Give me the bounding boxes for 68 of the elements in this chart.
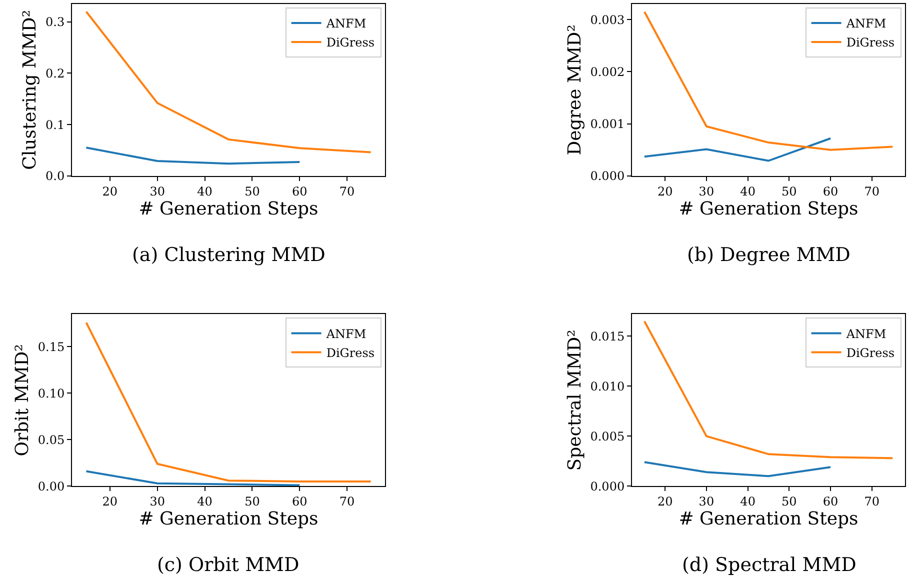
x-tick-label: 70 xyxy=(339,184,355,198)
x-tick-label: 30 xyxy=(150,184,165,198)
line-series xyxy=(643,461,832,478)
legend-label: DiGress xyxy=(846,36,895,50)
x-tick-label: 40 xyxy=(740,184,756,198)
text: (a) Clustering MMD xyxy=(132,244,326,266)
y-tick-label: 0.05 xyxy=(38,432,65,447)
x-tick-label: 70 xyxy=(864,494,880,509)
y-axis-title: Spectral MMD² xyxy=(564,330,586,471)
line-series xyxy=(85,146,301,165)
x-tick-label: 60 xyxy=(822,184,838,198)
y-tick-label: 0.010 xyxy=(590,379,625,394)
y-tick-label: 0.001 xyxy=(590,116,625,131)
y-tick-label: 0.000 xyxy=(590,479,625,494)
x-axis-title: # Generation Steps xyxy=(138,508,318,530)
x-tick-label: 20 xyxy=(657,494,673,509)
y-tick-label: 0.10 xyxy=(38,386,65,400)
legend-label: ANFM xyxy=(325,16,366,31)
legend-label: ANFM xyxy=(845,326,886,341)
text: (d) Spectral MMD xyxy=(682,554,856,576)
legend-label: ANFM xyxy=(325,326,366,341)
y-axis-title: Orbit MMD² xyxy=(12,344,34,456)
x-tick-label: 20 xyxy=(102,494,118,509)
y-tick-label: 0.005 xyxy=(590,429,625,444)
legend-label: DiGress xyxy=(326,36,375,50)
x-tick-label: 20 xyxy=(657,184,673,198)
x-tick-label: 50 xyxy=(782,494,797,509)
x-tick-label: 50 xyxy=(244,494,260,509)
line-series xyxy=(85,322,372,482)
legend-label: DiGress xyxy=(326,346,375,360)
y-tick-label: 0.3 xyxy=(46,15,65,30)
x-tick-label: 50 xyxy=(782,184,797,198)
x-tick-label: 50 xyxy=(244,184,260,198)
x-tick-label: 30 xyxy=(698,184,714,198)
y-tick-label: 0.15 xyxy=(38,340,65,354)
line-series xyxy=(643,137,832,162)
x-tick-label: 40 xyxy=(740,494,756,509)
line-series xyxy=(643,10,894,151)
x-tick-label: 40 xyxy=(197,494,212,509)
x-tick-label: 60 xyxy=(292,184,308,198)
y-tick-label: 0.000 xyxy=(590,169,625,184)
line-series xyxy=(643,320,894,460)
y-axis-title: Clustering MMD² xyxy=(20,10,41,170)
x-axis-title: # Generation Steps xyxy=(138,198,318,220)
line-series xyxy=(85,10,372,154)
y-tick-label: 0.002 xyxy=(590,64,625,79)
x-tick-label: 30 xyxy=(698,494,714,509)
legend-label: ANFM xyxy=(845,16,886,31)
line-series xyxy=(85,470,301,486)
text: (b) Degree MMD xyxy=(687,244,850,266)
y-tick-label: 0.00 xyxy=(38,479,65,494)
x-tick-label: 70 xyxy=(864,184,880,198)
y-tick-label: 0.003 xyxy=(590,12,625,27)
legend-label: DiGress xyxy=(846,346,895,360)
x-axis-title: # Generation Steps xyxy=(678,198,858,220)
x-tick-label: 60 xyxy=(822,494,838,509)
x-tick-label: 20 xyxy=(102,184,118,198)
x-tick-label: 40 xyxy=(197,184,212,198)
y-tick-label: 0.0 xyxy=(46,169,65,184)
y-tick-label: 0.1 xyxy=(46,118,65,132)
y-tick-label: 0.015 xyxy=(590,329,625,344)
y-tick-label: 0.2 xyxy=(46,66,65,80)
x-axis-title: # Generation Steps xyxy=(678,508,858,530)
x-tick-label: 60 xyxy=(292,494,308,509)
y-axis-title: Degree MMD² xyxy=(564,24,586,156)
text: (c) Orbit MMD xyxy=(157,554,300,576)
x-tick-label: 30 xyxy=(150,494,165,509)
x-tick-label: 70 xyxy=(339,494,355,509)
